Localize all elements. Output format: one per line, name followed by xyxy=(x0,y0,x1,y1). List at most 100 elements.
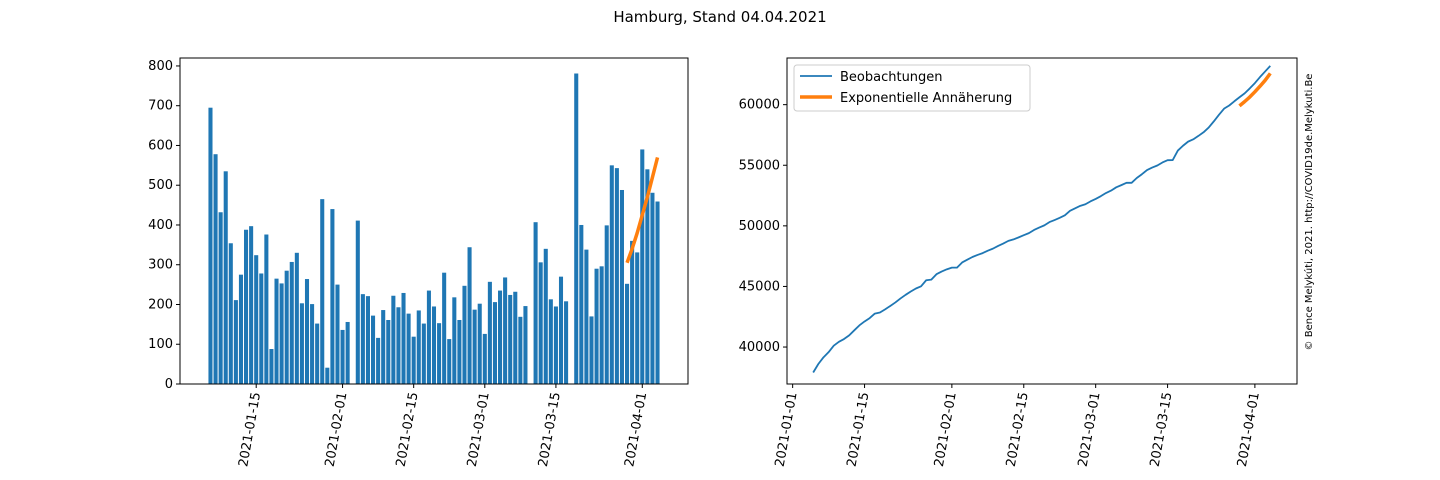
bar xyxy=(538,262,543,384)
left-y-tick-label: 300 xyxy=(148,258,173,273)
bar xyxy=(447,339,452,384)
bar xyxy=(335,284,340,384)
bar xyxy=(462,285,467,384)
bar xyxy=(421,323,426,384)
right-y-tick-label: 60000 xyxy=(739,98,780,113)
fit-line xyxy=(625,156,660,264)
bar xyxy=(365,296,370,384)
bar xyxy=(294,252,299,384)
right-y-tick-label: 45000 xyxy=(739,279,780,294)
bar xyxy=(650,192,655,384)
bar xyxy=(411,336,416,384)
bar xyxy=(437,323,442,384)
left-x-tick-label: 2021-03-15 xyxy=(536,391,564,468)
bar xyxy=(289,261,294,384)
legend-label-fit: Exponentielle Annäherung xyxy=(840,91,1012,106)
bar xyxy=(630,240,635,384)
bar xyxy=(635,252,640,384)
bar xyxy=(284,270,289,384)
left-x-tick-label: 2021-03-01 xyxy=(465,391,493,468)
bar xyxy=(477,303,482,384)
bar xyxy=(599,266,604,384)
bar xyxy=(548,299,553,384)
bar xyxy=(604,225,609,384)
legend-box xyxy=(793,64,1031,112)
right-axes-frame xyxy=(786,57,1298,385)
bar xyxy=(371,315,376,384)
bar xyxy=(269,349,274,384)
left-bar-chart: 0 100 200 300 400 500 600 700 800 2021-01-15 2021-… xyxy=(148,57,689,468)
bar xyxy=(564,301,569,384)
bar xyxy=(376,337,381,384)
bar xyxy=(442,272,447,384)
right-x-tick-label: 2021-03-01 xyxy=(1076,391,1104,468)
bar xyxy=(274,278,279,384)
bar xyxy=(513,291,518,384)
left-y-tick-label: 500 xyxy=(148,178,173,193)
bar xyxy=(381,310,386,384)
bar xyxy=(401,292,406,384)
bar xyxy=(249,226,254,384)
left-axes-frame xyxy=(179,57,689,385)
right-x-tick-label: 2021-02-01 xyxy=(932,391,960,468)
bar xyxy=(396,307,401,384)
left-y-tick-label: 600 xyxy=(148,138,173,153)
bar xyxy=(640,149,645,384)
bar xyxy=(208,107,213,384)
right-y-tick-label: 55000 xyxy=(739,158,780,173)
bar xyxy=(426,290,431,384)
bar xyxy=(223,171,228,384)
bar xyxy=(614,168,619,384)
bar xyxy=(355,220,360,384)
bar xyxy=(609,165,614,384)
bar xyxy=(320,199,325,384)
bar xyxy=(228,243,233,384)
bar xyxy=(482,333,487,384)
right-x-tick-label: 2021-04-01 xyxy=(1235,391,1263,468)
bar xyxy=(467,247,472,384)
bar xyxy=(416,310,421,384)
bar xyxy=(264,234,269,384)
bar xyxy=(299,303,304,384)
left-x-tick-label: 2021-01-15 xyxy=(236,391,264,468)
right-y-tick-label: 50000 xyxy=(739,219,780,234)
fit-line xyxy=(1238,72,1272,108)
left-y-tick-label: 800 xyxy=(148,59,173,74)
left-x-tick-label: 2021-02-01 xyxy=(323,391,351,468)
left-y-tick-label: 700 xyxy=(148,99,173,114)
right-x-tick-label: 2021-01-01 xyxy=(773,391,801,468)
right-x-tick-label: 2021-01-15 xyxy=(845,391,873,468)
bar xyxy=(233,300,238,384)
bar xyxy=(244,229,249,384)
bar xyxy=(406,313,411,384)
bar xyxy=(518,316,523,384)
observations-line xyxy=(812,65,1271,373)
bar xyxy=(558,276,564,384)
left-x-tick-label: 2021-04-01 xyxy=(622,391,650,468)
bar xyxy=(218,212,223,384)
bar xyxy=(315,323,320,384)
left-x-tick-label: 2021-02-15 xyxy=(394,391,422,468)
bar xyxy=(508,294,513,384)
left-y-tick-label: 200 xyxy=(148,297,173,312)
bar xyxy=(498,290,503,384)
bar xyxy=(579,224,584,384)
bar xyxy=(472,309,477,384)
bar xyxy=(619,189,624,384)
bar xyxy=(487,281,492,384)
bar xyxy=(645,169,650,384)
bar xyxy=(310,304,315,384)
bar xyxy=(325,367,330,384)
bar xyxy=(523,306,528,384)
bar xyxy=(589,316,594,384)
right-y-tick-label: 40000 xyxy=(739,340,780,355)
bar xyxy=(503,277,508,384)
bar xyxy=(584,249,589,384)
bar xyxy=(457,319,462,384)
bar xyxy=(543,248,548,384)
bar xyxy=(574,73,579,384)
bar xyxy=(533,222,538,384)
bar xyxy=(594,268,599,384)
bar xyxy=(279,283,284,384)
